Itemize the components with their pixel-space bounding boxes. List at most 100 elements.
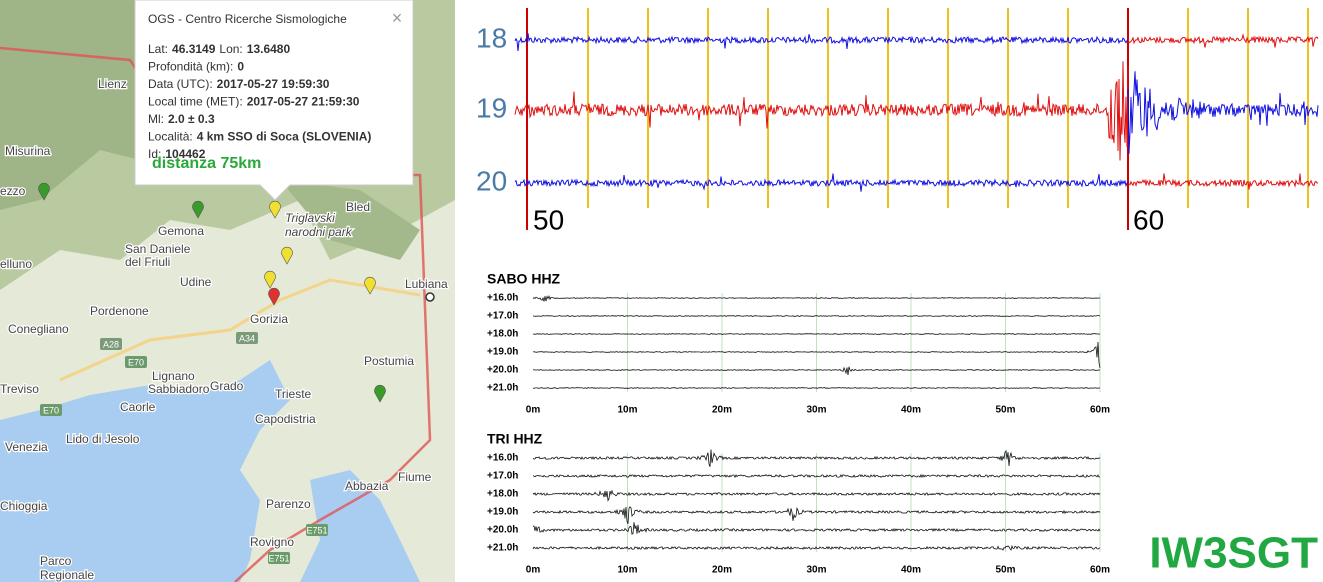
place-label: Postumia	[364, 354, 414, 368]
heli-x-label: 60m	[1090, 565, 1110, 576]
place-label: Venezia	[5, 440, 48, 454]
place-label: Treviso	[0, 382, 39, 396]
heli-title: TRI HHZ	[487, 431, 543, 447]
trace	[1128, 173, 1318, 189]
heli-row-label: +20.0h	[487, 525, 518, 536]
field-label: Ml:	[148, 112, 164, 126]
heli-row-label: +20.0h	[487, 365, 518, 376]
place-label: Conegliano	[8, 322, 69, 336]
place-label: Parco	[40, 554, 72, 568]
heli-row-label: +18.0h	[487, 329, 518, 340]
heli-x-label: 30m	[806, 565, 826, 576]
popup-field: Località: 4 km SSO di Soca (SLOVENIA)	[148, 130, 371, 144]
screen: Lienz Misurina ezzo elluno Gemona San Daniele…	[0, 0, 1323, 582]
popup-field: Profondità (km): 0	[148, 60, 244, 74]
heli-x-label: 40m	[901, 565, 921, 576]
heli-x-label: 60m	[1090, 405, 1110, 416]
place-label: Sabbiadoro	[148, 382, 210, 396]
row-label: 18	[476, 22, 507, 53]
row-label: 20	[476, 165, 507, 196]
heli-row-label: +16.0h	[487, 293, 518, 304]
trace	[1128, 71, 1318, 154]
place-label: Parenzo	[266, 497, 311, 511]
heli-row-label: +18.0h	[487, 489, 518, 500]
trace	[515, 61, 1128, 160]
place-label: Misurina	[5, 144, 51, 158]
row-label: 19	[476, 92, 507, 123]
trace	[515, 174, 1128, 192]
field-label: Lon:	[219, 42, 242, 56]
place-label: Trieste	[275, 387, 312, 401]
field-label: Local time (MET):	[148, 95, 243, 109]
heli-x-label: 20m	[712, 565, 732, 576]
field-value: 13.6480	[247, 42, 291, 56]
field-value: 4 km SSO di Soca (SLOVENIA)	[197, 130, 372, 144]
place-label: Gemona	[158, 224, 204, 238]
place-label: Gorizia	[250, 312, 288, 326]
heli-row-label: +17.0h	[487, 311, 518, 322]
heli-x-label: 10m	[617, 565, 637, 576]
place-label: Bled	[346, 200, 370, 214]
place-label: San Daniele	[125, 242, 191, 256]
heli-row-label: +16.0h	[487, 453, 518, 464]
road-shield-label: A28	[103, 339, 119, 349]
road-shield-label: E70	[128, 357, 144, 367]
heli-x-label: 10m	[617, 405, 637, 416]
trace	[1128, 35, 1318, 48]
place-label: narodni park	[285, 225, 353, 239]
place-label: Regionale	[40, 568, 94, 582]
heli-x-label: 0m	[526, 565, 541, 576]
heli-title: SABO HHZ	[487, 271, 561, 287]
callsign: IW3SGT	[1149, 529, 1318, 578]
place-label: Fiume	[398, 470, 432, 484]
minute-label: 60	[1133, 204, 1164, 235]
place-label: Capodistria	[255, 412, 316, 426]
field-label: Data (UTC):	[148, 77, 213, 91]
heli-row-label: +21.0h	[487, 383, 518, 394]
road-shield-label: E70	[43, 405, 59, 415]
place-label: Triglavski	[285, 211, 335, 225]
minute-label: 50	[533, 204, 564, 235]
place-label: Chioggia	[0, 499, 48, 513]
place-label: Grado	[210, 379, 244, 393]
road-shield-label: E751	[306, 525, 327, 535]
place-label: del Friuli	[125, 255, 170, 269]
trace	[515, 33, 1128, 51]
popup-field: Ml: 2.0 ± 0.3	[148, 112, 215, 126]
heli-x-label: 40m	[901, 405, 921, 416]
place-label: Udine	[180, 275, 212, 289]
heli-trace	[533, 388, 1100, 389]
place-label: elluno	[0, 257, 32, 271]
heli-x-label: 20m	[712, 405, 732, 416]
road-shield-label: A34	[239, 333, 255, 343]
place-label: Pordenone	[90, 304, 149, 318]
heli-row-label: +21.0h	[487, 543, 518, 554]
place-label: ezzo	[0, 184, 26, 198]
heli-x-label: 50m	[995, 565, 1015, 576]
heli-x-label: 0m	[526, 405, 541, 416]
heli-x-label: 30m	[806, 405, 826, 416]
field-value: 2017-05-27 19:59:30	[217, 77, 330, 91]
map: Lienz Misurina ezzo elluno Gemona San Daniele…	[0, 0, 455, 582]
heli-row-label: +17.0h	[487, 471, 518, 482]
field-value: 0	[237, 60, 244, 74]
field-label: Località:	[148, 130, 193, 144]
place-label: Lido di Jesolo	[66, 432, 140, 446]
capital-marker	[426, 293, 434, 301]
heli-trace	[533, 334, 1100, 335]
place-label: Lienz	[98, 77, 127, 91]
heli-x-label: 50m	[995, 405, 1015, 416]
heli-row-label: +19.0h	[487, 347, 518, 358]
road-shield-label: E751	[268, 553, 289, 563]
field-value: 46.3149	[172, 42, 216, 56]
popup-field: Data (UTC): 2017-05-27 19:59:30	[148, 77, 330, 91]
field-value: 2.0 ± 0.3	[168, 112, 215, 126]
field-label: Profondità (km):	[148, 60, 233, 74]
place-label: Caorle	[120, 400, 156, 414]
field-label: Lat:	[148, 42, 168, 56]
heli-row-label: +19.0h	[487, 507, 518, 518]
popup: OGS - Centro Ricerche Sismologiche × Lat…	[135, 0, 413, 200]
place-label: Lignano	[152, 369, 195, 383]
popup-field: Local time (MET): 2017-05-27 21:59:30	[148, 95, 360, 109]
popup-close[interactable]: ×	[392, 8, 403, 28]
